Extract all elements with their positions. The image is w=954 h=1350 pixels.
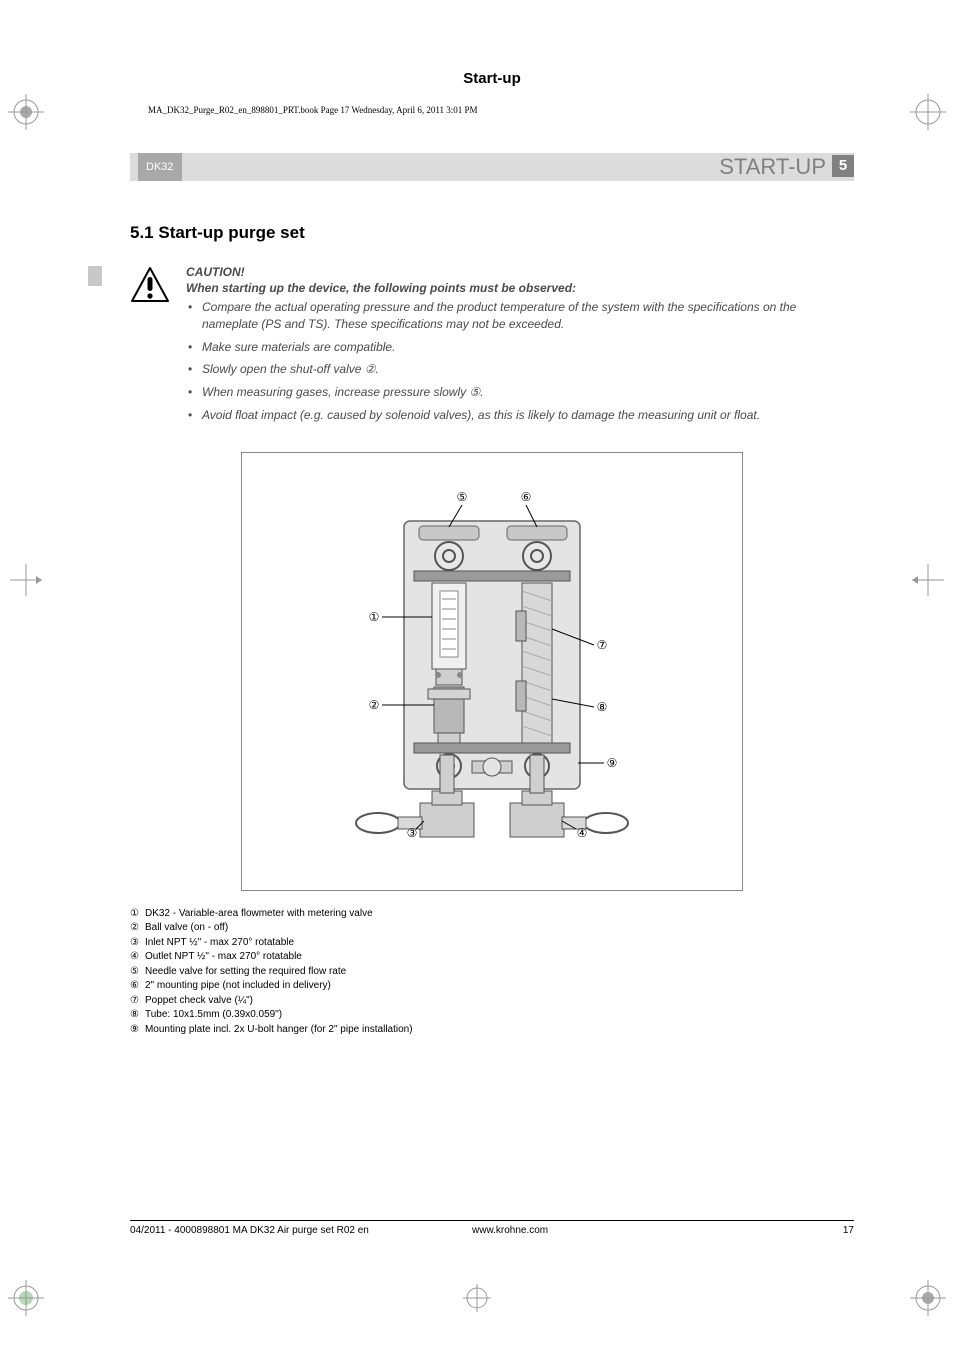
callout-3: ③ bbox=[407, 826, 418, 840]
footer-url: www.krohne.com bbox=[472, 1225, 814, 1236]
footer-doc-id: 04/2011 - 4000898801 MA DK32 Air purge s… bbox=[130, 1225, 472, 1236]
callout-5: ⑤ bbox=[457, 490, 468, 504]
chapter-number: 5 bbox=[832, 155, 854, 177]
callout-2: ② bbox=[369, 698, 380, 712]
device-label: DK32 bbox=[138, 153, 182, 181]
caution-item: Avoid float impact (e.g. caused by solen… bbox=[186, 407, 854, 424]
legend-item: ①DK32 - Variable-area flowmeter with met… bbox=[130, 907, 854, 922]
caution-title: CAUTION! bbox=[186, 265, 854, 279]
legend-item: ⑦Poppet check valve (¼") bbox=[130, 994, 854, 1009]
footer-page-number: 17 bbox=[814, 1225, 854, 1236]
callout-9: ⑨ bbox=[607, 756, 618, 770]
legend-item: ⑧Tube: 10x1.5mm (0.39x0.059") bbox=[130, 1008, 854, 1023]
legend: ①DK32 - Variable-area flowmeter with met… bbox=[130, 907, 854, 1038]
caution-body: CAUTION! When starting up the device, th… bbox=[186, 265, 854, 430]
callout-4: ④ bbox=[577, 826, 588, 840]
legend-item: ⑥2" mounting pipe (not included in deliv… bbox=[130, 979, 854, 994]
caution-item: Compare the actual operating pressure an… bbox=[186, 299, 854, 333]
legend-item: ⑤Needle valve for setting the required f… bbox=[130, 965, 854, 980]
purge-set-diagram: ⑤ ⑥ ① ② ③ ④ ⑦ ⑧ bbox=[282, 471, 702, 871]
callout-6: ⑥ bbox=[521, 490, 532, 504]
legend-item: ②Ball valve (on - off) bbox=[130, 921, 854, 936]
legend-item: ③Inlet NPT ½" - max 270° rotatable bbox=[130, 936, 854, 951]
chapter-title-bar: DK32 START-UP 5 bbox=[130, 153, 854, 181]
page-content: Start-up MA_DK32_Purge_R02_en_898801_PRT… bbox=[0, 0, 954, 1350]
legend-item: ④Outlet NPT ½" - max 270° rotatable bbox=[130, 950, 854, 965]
caution-block: CAUTION! When starting up the device, th… bbox=[130, 265, 854, 430]
running-head: Start-up bbox=[130, 70, 854, 87]
callout-1: ① bbox=[369, 610, 380, 624]
callout-7: ⑦ bbox=[597, 638, 608, 652]
callout-8: ⑧ bbox=[597, 700, 608, 714]
caution-item: Make sure materials are compatible. bbox=[186, 339, 854, 356]
chapter-title: START-UP bbox=[719, 153, 826, 181]
caution-list: Compare the actual operating pressure an… bbox=[186, 299, 854, 424]
diagram-frame: ⑤ ⑥ ① ② ③ ④ ⑦ ⑧ bbox=[241, 452, 743, 891]
caution-icon bbox=[130, 265, 170, 430]
diagram-wrap: ⑤ ⑥ ① ② ③ ④ ⑦ ⑧ bbox=[130, 452, 854, 891]
section-heading: 5.1 Start-up purge set bbox=[130, 223, 854, 243]
caution-item: Slowly open the shut-off valve ②. bbox=[186, 361, 854, 378]
legend-item: ⑨Mounting plate incl. 2x U-bolt hanger (… bbox=[130, 1023, 854, 1038]
caution-item: When measuring gases, increase pressure … bbox=[186, 384, 854, 401]
meta-line: MA_DK32_Purge_R02_en_898801_PRT.book Pag… bbox=[148, 105, 854, 115]
page-footer: 04/2011 - 4000898801 MA DK32 Air purge s… bbox=[130, 1220, 854, 1236]
caution-subtitle: When starting up the device, the followi… bbox=[186, 281, 854, 295]
